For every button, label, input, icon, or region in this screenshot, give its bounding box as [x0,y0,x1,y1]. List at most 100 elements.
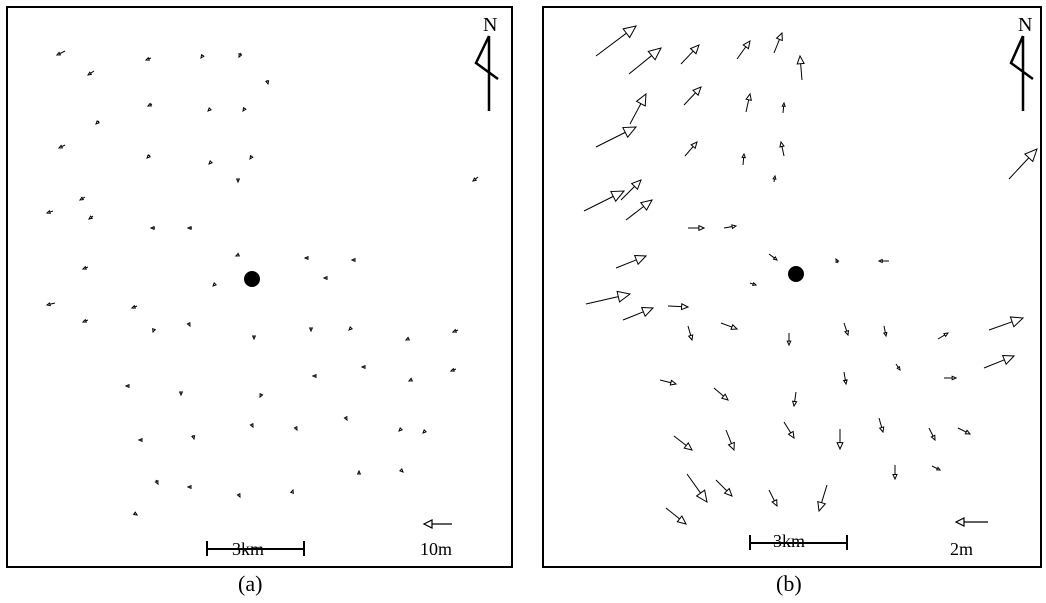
displacement-arrow [688,224,706,232]
displacement-arrow [311,373,317,379]
displacement-arrow [407,377,414,382]
displacement-arrow [625,199,653,221]
displacement-arrow [259,392,264,399]
displacement-arrow [749,281,758,286]
displacement-arrow [713,387,729,401]
displacement-arrow [303,255,309,261]
displacement-arrows [45,50,479,516]
displacement-arrow [773,31,783,54]
displacement-arrow [45,209,54,214]
displacement-arrow [186,321,191,328]
displacement-arrow [835,257,840,264]
north-label: N [483,14,497,36]
displacement-arrow [78,196,86,201]
displacement-arrow [620,179,642,201]
displacement-arrow [57,144,66,149]
displacement-arrow [741,152,746,166]
displacement-arrow [715,479,733,497]
displacement-arrow [615,254,648,269]
displacement-arrow [628,47,662,75]
displacement-arrow [883,325,888,338]
displacement-arrow [877,258,889,264]
displacement-arrow [983,354,1016,369]
reference-vector-label: 10m [420,539,452,559]
displacement-arrow [817,484,828,513]
displacement-field-a: N 3km 10m [45,14,499,559]
displacement-arrow [686,473,708,503]
displacement-arrow [322,275,328,281]
displacement-arrow [130,304,138,309]
displacement-arrow [45,302,56,307]
displacement-arrow [149,225,155,231]
displacement-arrow [665,507,687,525]
reference-vector: 2m [950,517,988,559]
displacement-arrow [843,322,850,337]
displacement-arrow [86,70,95,76]
displacement-arrow [144,56,152,61]
displacement-arrow [88,215,94,220]
displacement-arrow [622,306,655,321]
displacement-arrow [583,190,626,212]
panel-b: N 3km 2m [542,6,1042,568]
displacement-arrow [667,303,690,311]
displacement-arrow [308,327,314,333]
displacement-arrow [683,86,702,106]
reference-vector-label: 2m [950,539,973,559]
displacement-arrow [399,468,404,473]
displacement-arrow [360,364,366,370]
displacement-arrow [725,429,735,452]
source-point [788,266,804,282]
displacement-arrow [585,290,632,305]
displacement-arrow [348,326,353,331]
displacement-arrow [786,333,792,347]
displacement-arrow [242,106,247,113]
displacement-arrow [745,92,752,113]
displacement-arrow [451,328,459,333]
displacement-arrow [235,178,241,184]
displacement-arrow [937,332,950,340]
displacement-arrow [472,176,479,182]
displacement-arrow [629,92,647,125]
displacement-arrow [249,154,254,161]
displacement-arrow [931,465,942,471]
displacement-arrow [988,316,1025,331]
displacement-arrow [208,160,213,165]
displacement-arrow [404,336,411,341]
displacement-arrow [265,79,270,86]
displacement-arrow [356,469,362,475]
displacement-arrow [146,102,153,107]
displacement-arrow [768,253,778,261]
displacement-arrow [236,492,241,499]
displacement-arrow [238,52,243,59]
displacement-arrow [124,383,130,389]
displacement-arrow [687,325,694,342]
displacement-arrow [146,154,151,159]
displacement-field-b: N 3km 2m [583,14,1038,559]
scale-bar: 3km [206,539,305,559]
displacement-arrow [781,101,786,114]
displacement-arrows [583,25,1038,525]
displacement-arrow [212,282,217,287]
scale-bar-label: 3km [232,539,264,559]
displacement-arrow [736,40,751,60]
north-label: N [1018,14,1032,36]
caption-b: (b) [776,571,802,596]
displacement-arrow [55,50,66,56]
north-arrow: N [1009,14,1034,111]
displacement-arrow [350,257,356,263]
displacement-arrow [95,120,100,125]
displacement-arrow [673,435,693,451]
displacement-arrow [796,54,805,81]
displacement-arrow [878,417,885,434]
displacement-arrow [186,484,192,490]
displacement-arrow [81,318,89,323]
displacement-arrow [791,391,798,408]
displacement-arrow [895,363,901,372]
reference-vector: 10m [420,519,452,559]
displacement-arrow [1008,148,1038,180]
displacement-arrow [422,429,427,434]
displacement-arrow [783,421,795,440]
panel-a: N 3km 10m [6,6,513,568]
displacement-arrow [720,322,739,330]
displacement-arrow [836,429,844,451]
